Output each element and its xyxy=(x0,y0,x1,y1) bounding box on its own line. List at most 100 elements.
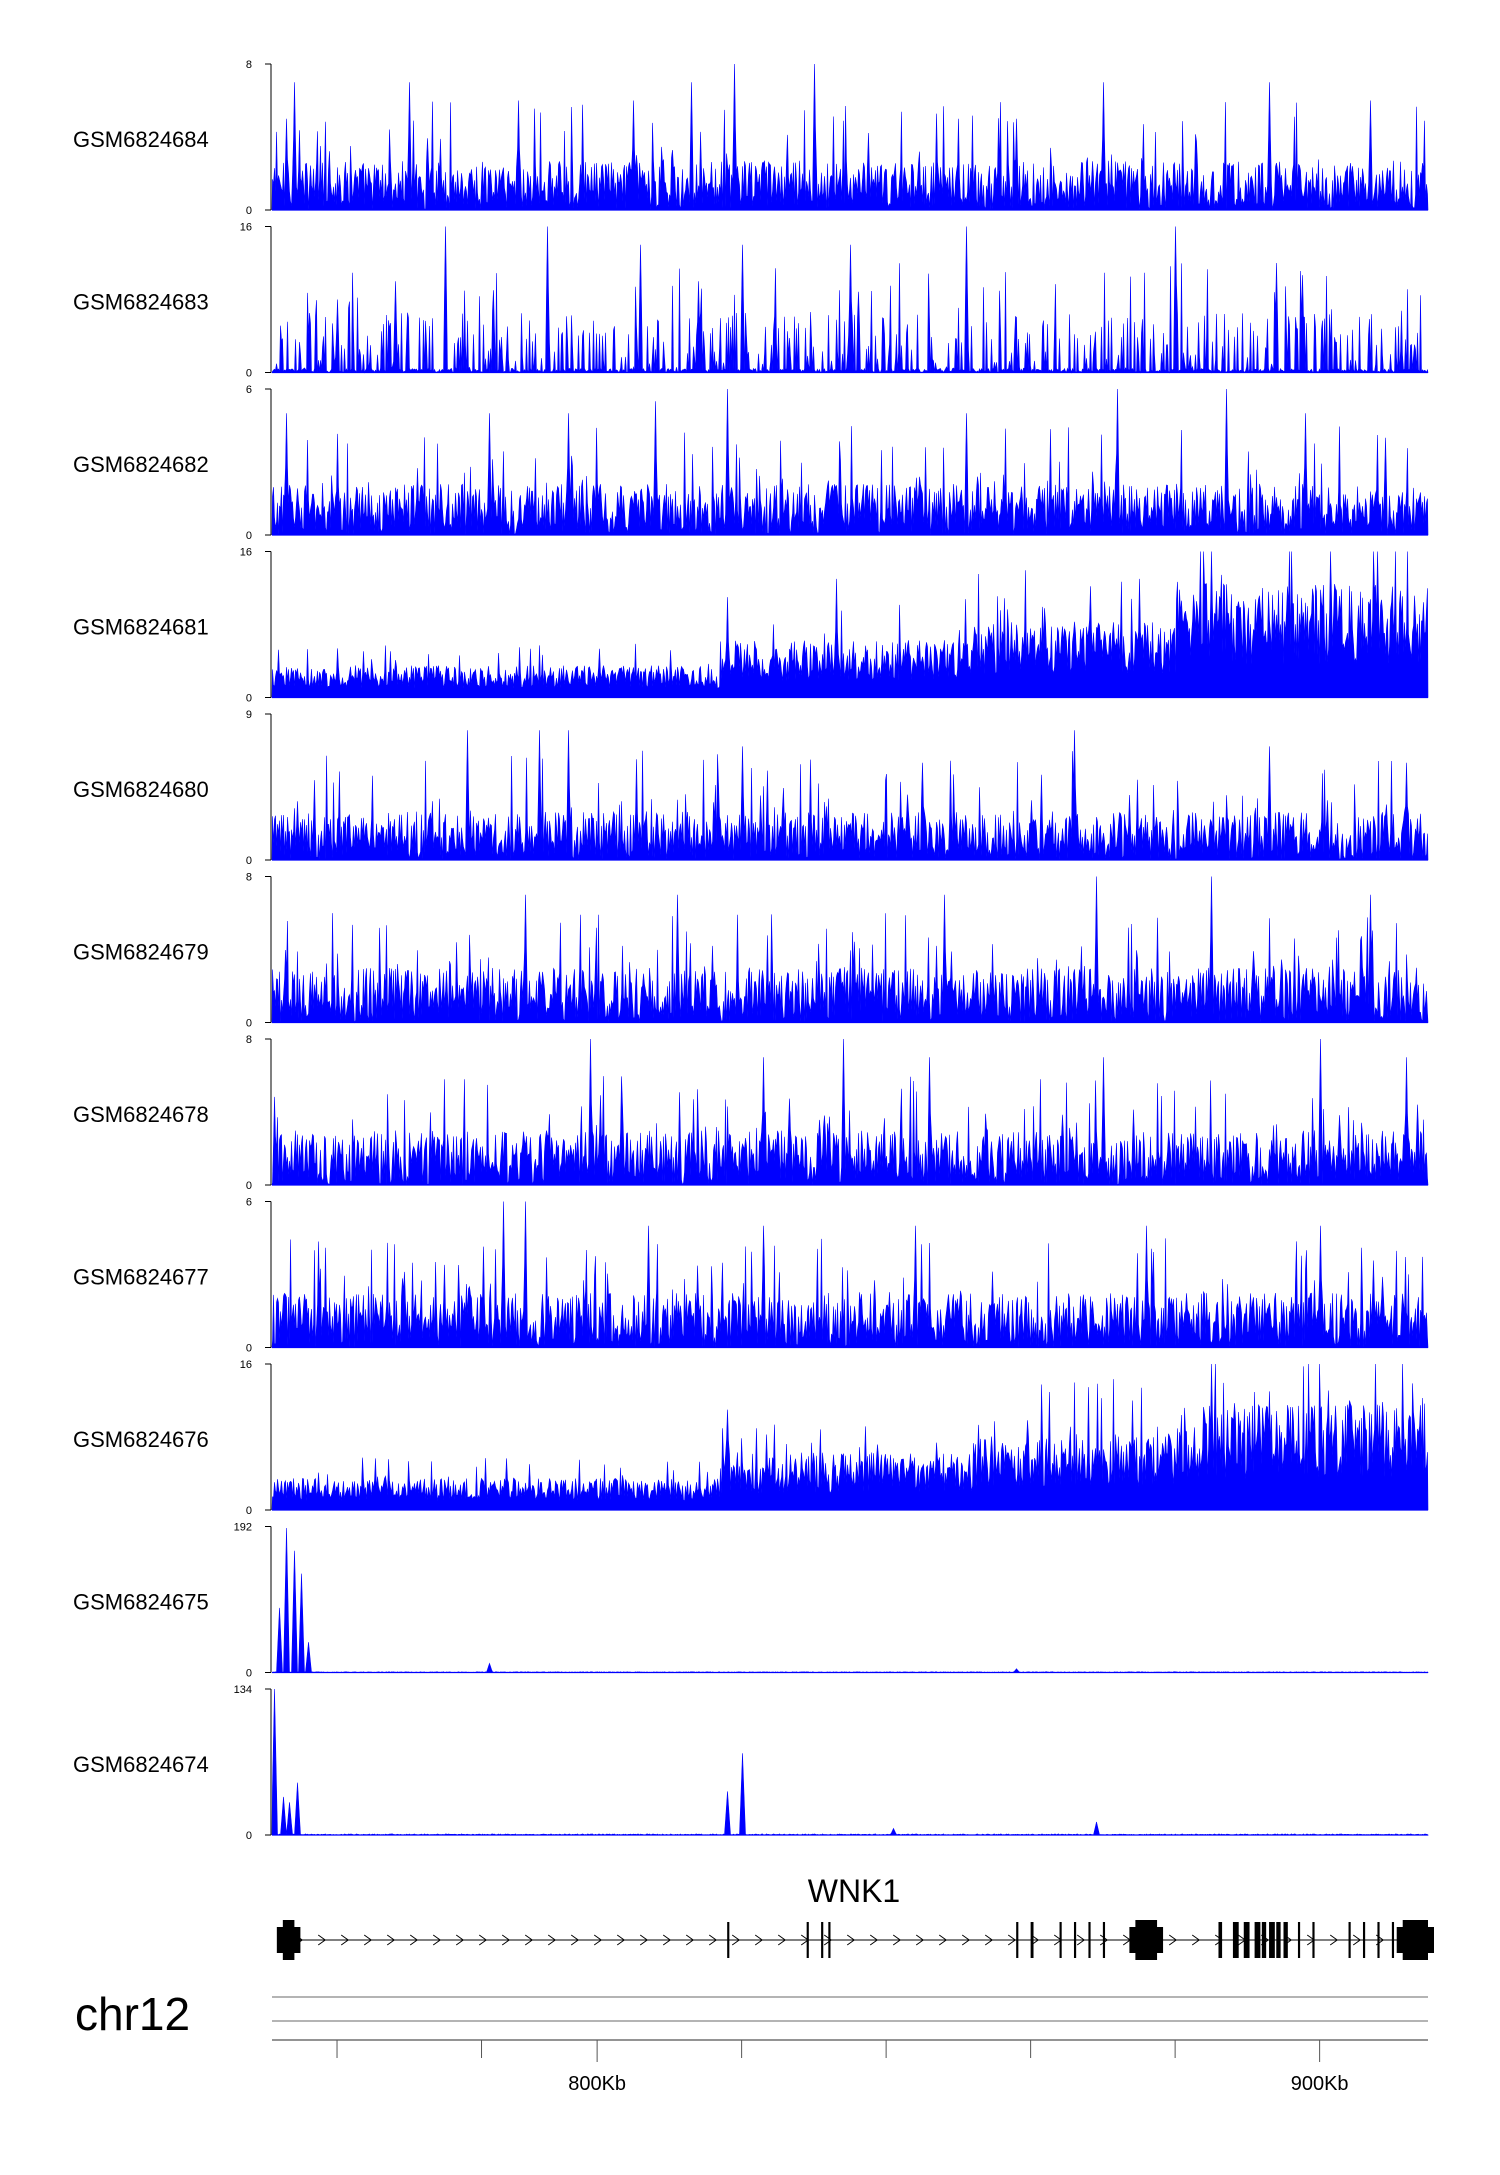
x-tick-label: 800Kb xyxy=(568,2073,626,2095)
strand-arrow xyxy=(708,1934,718,1946)
gene-exon xyxy=(1073,1922,1077,1958)
y-max-label: 134 xyxy=(234,1684,252,1696)
y-max-label: 8 xyxy=(246,872,252,884)
strand-arrow xyxy=(432,1934,442,1946)
signal-area xyxy=(271,1201,1429,1348)
gene-name: WNK1 xyxy=(808,1873,900,1909)
gene-exon xyxy=(1059,1922,1062,1958)
strand-arrow xyxy=(915,1934,925,1946)
strand-arrow xyxy=(1191,1934,1201,1946)
track-label: GSM6824674 xyxy=(73,1752,209,1777)
strand-arrow xyxy=(1076,1934,1086,1946)
y-min-label: 0 xyxy=(246,855,252,867)
gene-exon xyxy=(1261,1922,1267,1958)
strand-arrow xyxy=(570,1934,580,1946)
strand-arrow xyxy=(1329,1934,1339,1946)
strand-arrow xyxy=(501,1934,511,1946)
y-max-label: 16 xyxy=(240,222,252,234)
gene-exon xyxy=(1232,1922,1239,1958)
x-tick-label: 900Kb xyxy=(1291,2073,1349,2095)
y-max-label: 6 xyxy=(246,384,252,396)
y-max-label: 9 xyxy=(246,709,252,721)
gene-exon-utr xyxy=(1129,1927,1164,1953)
y-min-label: 0 xyxy=(246,1505,252,1517)
gene-exon xyxy=(1102,1922,1106,1958)
strand-arrow xyxy=(524,1934,534,1946)
track-label: GSM6824684 xyxy=(73,127,209,152)
strand-arrow xyxy=(869,1934,879,1946)
y-min-label: 0 xyxy=(246,1830,252,1842)
y-min-label: 0 xyxy=(246,530,252,542)
gene-exon xyxy=(1030,1922,1034,1958)
gene-exon-utr xyxy=(1396,1927,1434,1953)
strand-arrow xyxy=(1352,1934,1362,1946)
strand-arrow xyxy=(317,1934,327,1946)
strand-arrow xyxy=(731,1934,741,1946)
gene-exon xyxy=(1377,1922,1380,1958)
strand-arrow xyxy=(1007,1934,1017,1946)
gene-exon xyxy=(1218,1922,1223,1958)
y-max-label: 6 xyxy=(246,1197,252,1209)
y-min-label: 0 xyxy=(246,1018,252,1030)
track-GSM6824679: GSM6824679 8 0 xyxy=(73,872,1429,1030)
signal-area xyxy=(271,876,1429,1024)
gene-exon xyxy=(806,1922,809,1958)
gene-exon xyxy=(1254,1922,1261,1958)
track-label: GSM6824679 xyxy=(73,939,209,964)
gene-exon xyxy=(828,1922,831,1958)
strand-arrow xyxy=(363,1934,373,1946)
strand-arrow xyxy=(938,1934,948,1946)
y-min-label: 0 xyxy=(246,205,252,217)
track-label: GSM6824682 xyxy=(73,452,209,477)
y-max-label: 192 xyxy=(234,1522,252,1534)
y-min-label: 0 xyxy=(246,693,252,705)
signal-area xyxy=(271,1688,1430,1836)
gene-exon xyxy=(727,1922,730,1958)
gene-exon-utr xyxy=(276,1927,301,1953)
strand-arrow xyxy=(1214,1934,1224,1946)
gene-exon xyxy=(1297,1922,1301,1958)
gene-exon xyxy=(1276,1922,1281,1958)
signal-area xyxy=(271,63,1429,211)
y-max-label: 16 xyxy=(240,1359,252,1371)
strand-arrow xyxy=(455,1934,465,1946)
strand-arrow xyxy=(823,1934,833,1946)
strand-arrow xyxy=(685,1934,695,1946)
signal-area xyxy=(271,226,1429,374)
strand-arrow xyxy=(961,1934,971,1946)
track-GSM6824680: GSM6824680 9 0 xyxy=(73,709,1429,867)
track-label: GSM6824677 xyxy=(73,1264,209,1289)
signal-area xyxy=(271,1527,1429,1674)
gene-exon xyxy=(821,1922,824,1958)
strand-arrow xyxy=(616,1934,626,1946)
track-GSM6824682: GSM6824682 6 0 xyxy=(73,384,1429,542)
gene-exon xyxy=(1243,1922,1250,1958)
signal-area xyxy=(271,1038,1429,1186)
strand-arrow xyxy=(777,1934,787,1946)
signal-area xyxy=(271,730,1429,861)
strand-arrow xyxy=(478,1934,488,1946)
strand-arrow xyxy=(340,1934,350,1946)
y-min-label: 0 xyxy=(246,1343,252,1355)
y-max-label: 8 xyxy=(246,1034,252,1046)
y-min-label: 0 xyxy=(246,1668,252,1680)
track-GSM6824674: GSM6824674 134 0 xyxy=(73,1684,1430,1842)
strand-arrow xyxy=(1099,1934,1109,1946)
gene-exon xyxy=(1391,1922,1395,1958)
track-label: GSM6824683 xyxy=(73,289,209,314)
track-GSM6824681: GSM6824681 16 0 xyxy=(73,547,1429,705)
strand-arrow xyxy=(409,1934,419,1946)
gene-exon xyxy=(1283,1922,1288,1958)
strand-arrow xyxy=(386,1934,396,1946)
signal-area xyxy=(271,551,1429,698)
track-label: GSM6824676 xyxy=(73,1427,209,1452)
strand-arrow xyxy=(1168,1934,1178,1946)
strand-arrow xyxy=(984,1934,994,1946)
gene-exon xyxy=(1312,1922,1315,1958)
strand-arrow xyxy=(1030,1934,1040,1946)
track-GSM6824675: GSM6824675 192 0 xyxy=(73,1522,1429,1680)
strand-arrow xyxy=(593,1934,603,1946)
gene-exon xyxy=(1016,1922,1019,1958)
track-label: GSM6824675 xyxy=(73,1589,209,1614)
